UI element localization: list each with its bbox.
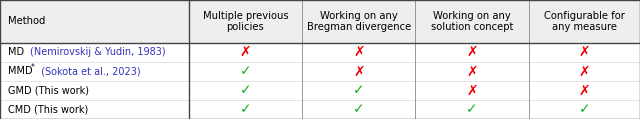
Text: CMD (This work): CMD (This work) [8,104,88,114]
Text: MMD: MMD [8,66,32,76]
Text: ✗: ✗ [353,45,365,59]
Text: ✓: ✓ [239,83,252,97]
Text: ✗: ✗ [579,45,590,59]
Text: ✗: ✗ [466,45,478,59]
Text: (Sokota et al., 2023): (Sokota et al., 2023) [38,66,140,76]
Text: GMD (This work): GMD (This work) [8,85,89,95]
Text: Working on any
solution concept: Working on any solution concept [431,11,513,32]
Text: ✗: ✗ [466,64,478,78]
Text: Working on any
Bregman divergence: Working on any Bregman divergence [307,11,411,32]
Text: ✓: ✓ [353,102,365,117]
Text: ✓: ✓ [353,83,365,97]
Bar [0,0,640,43]
Text: ✗: ✗ [466,83,478,97]
Text: (Nemirovskij & Yudin, 1983): (Nemirovskij & Yudin, 1983) [29,47,165,57]
Text: MD: MD [8,47,27,57]
Text: ✓: ✓ [466,102,478,117]
Text: ✓: ✓ [239,64,252,78]
Text: ✓: ✓ [579,102,590,117]
Text: *: * [31,63,35,72]
Text: Method: Method [8,16,45,26]
Text: Multiple previous
policies: Multiple previous policies [203,11,288,32]
Text: ✓: ✓ [239,102,252,117]
Text: ✗: ✗ [579,83,590,97]
Text: ✗: ✗ [353,64,365,78]
Text: ✗: ✗ [579,64,590,78]
Bar [0,43,640,119]
Text: ✗: ✗ [239,45,252,59]
Text: Configurable for
any measure: Configurable for any measure [544,11,625,32]
